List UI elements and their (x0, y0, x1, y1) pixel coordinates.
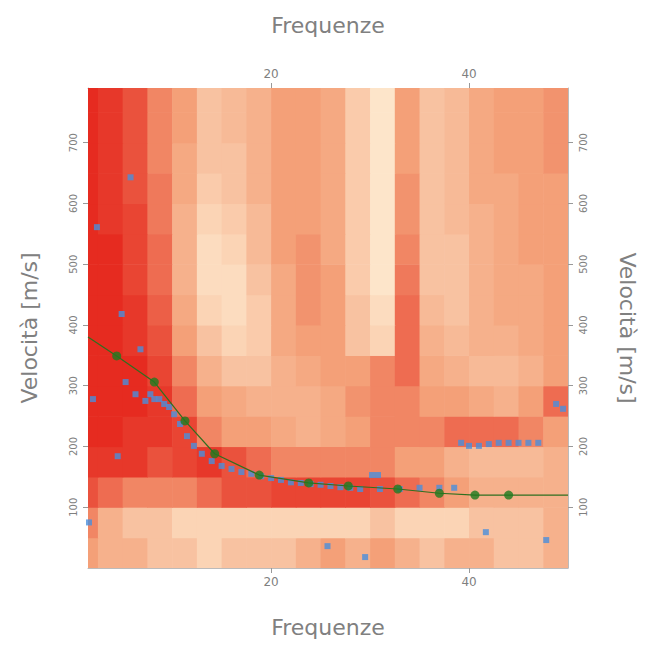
svg-text:500: 500 (578, 255, 589, 274)
svg-text:Velocità [m/s]: Velocità [m/s] (615, 252, 640, 403)
svg-text:100: 100 (578, 498, 589, 517)
svg-text:400: 400 (578, 315, 589, 334)
svg-text:600: 600 (578, 194, 589, 213)
svg-text:300: 300 (68, 376, 79, 395)
svg-text:Velocità [m/s]: Velocità [m/s] (17, 252, 42, 403)
svg-text:40: 40 (461, 67, 476, 81)
svg-text:100: 100 (68, 498, 79, 517)
svg-text:Frequenze: Frequenze (271, 615, 385, 640)
svg-text:200: 200 (578, 437, 589, 456)
svg-text:600: 600 (68, 194, 79, 213)
svg-text:300: 300 (578, 376, 589, 395)
svg-text:20: 20 (263, 67, 278, 81)
svg-text:40: 40 (461, 575, 476, 589)
svg-text:20: 20 (263, 575, 278, 589)
svg-text:Frequenze: Frequenze (271, 13, 385, 38)
svg-text:500: 500 (68, 255, 79, 274)
svg-text:200: 200 (68, 437, 79, 456)
svg-text:400: 400 (68, 315, 79, 334)
svg-text:700: 700 (68, 133, 79, 152)
svg-text:700: 700 (578, 133, 589, 152)
